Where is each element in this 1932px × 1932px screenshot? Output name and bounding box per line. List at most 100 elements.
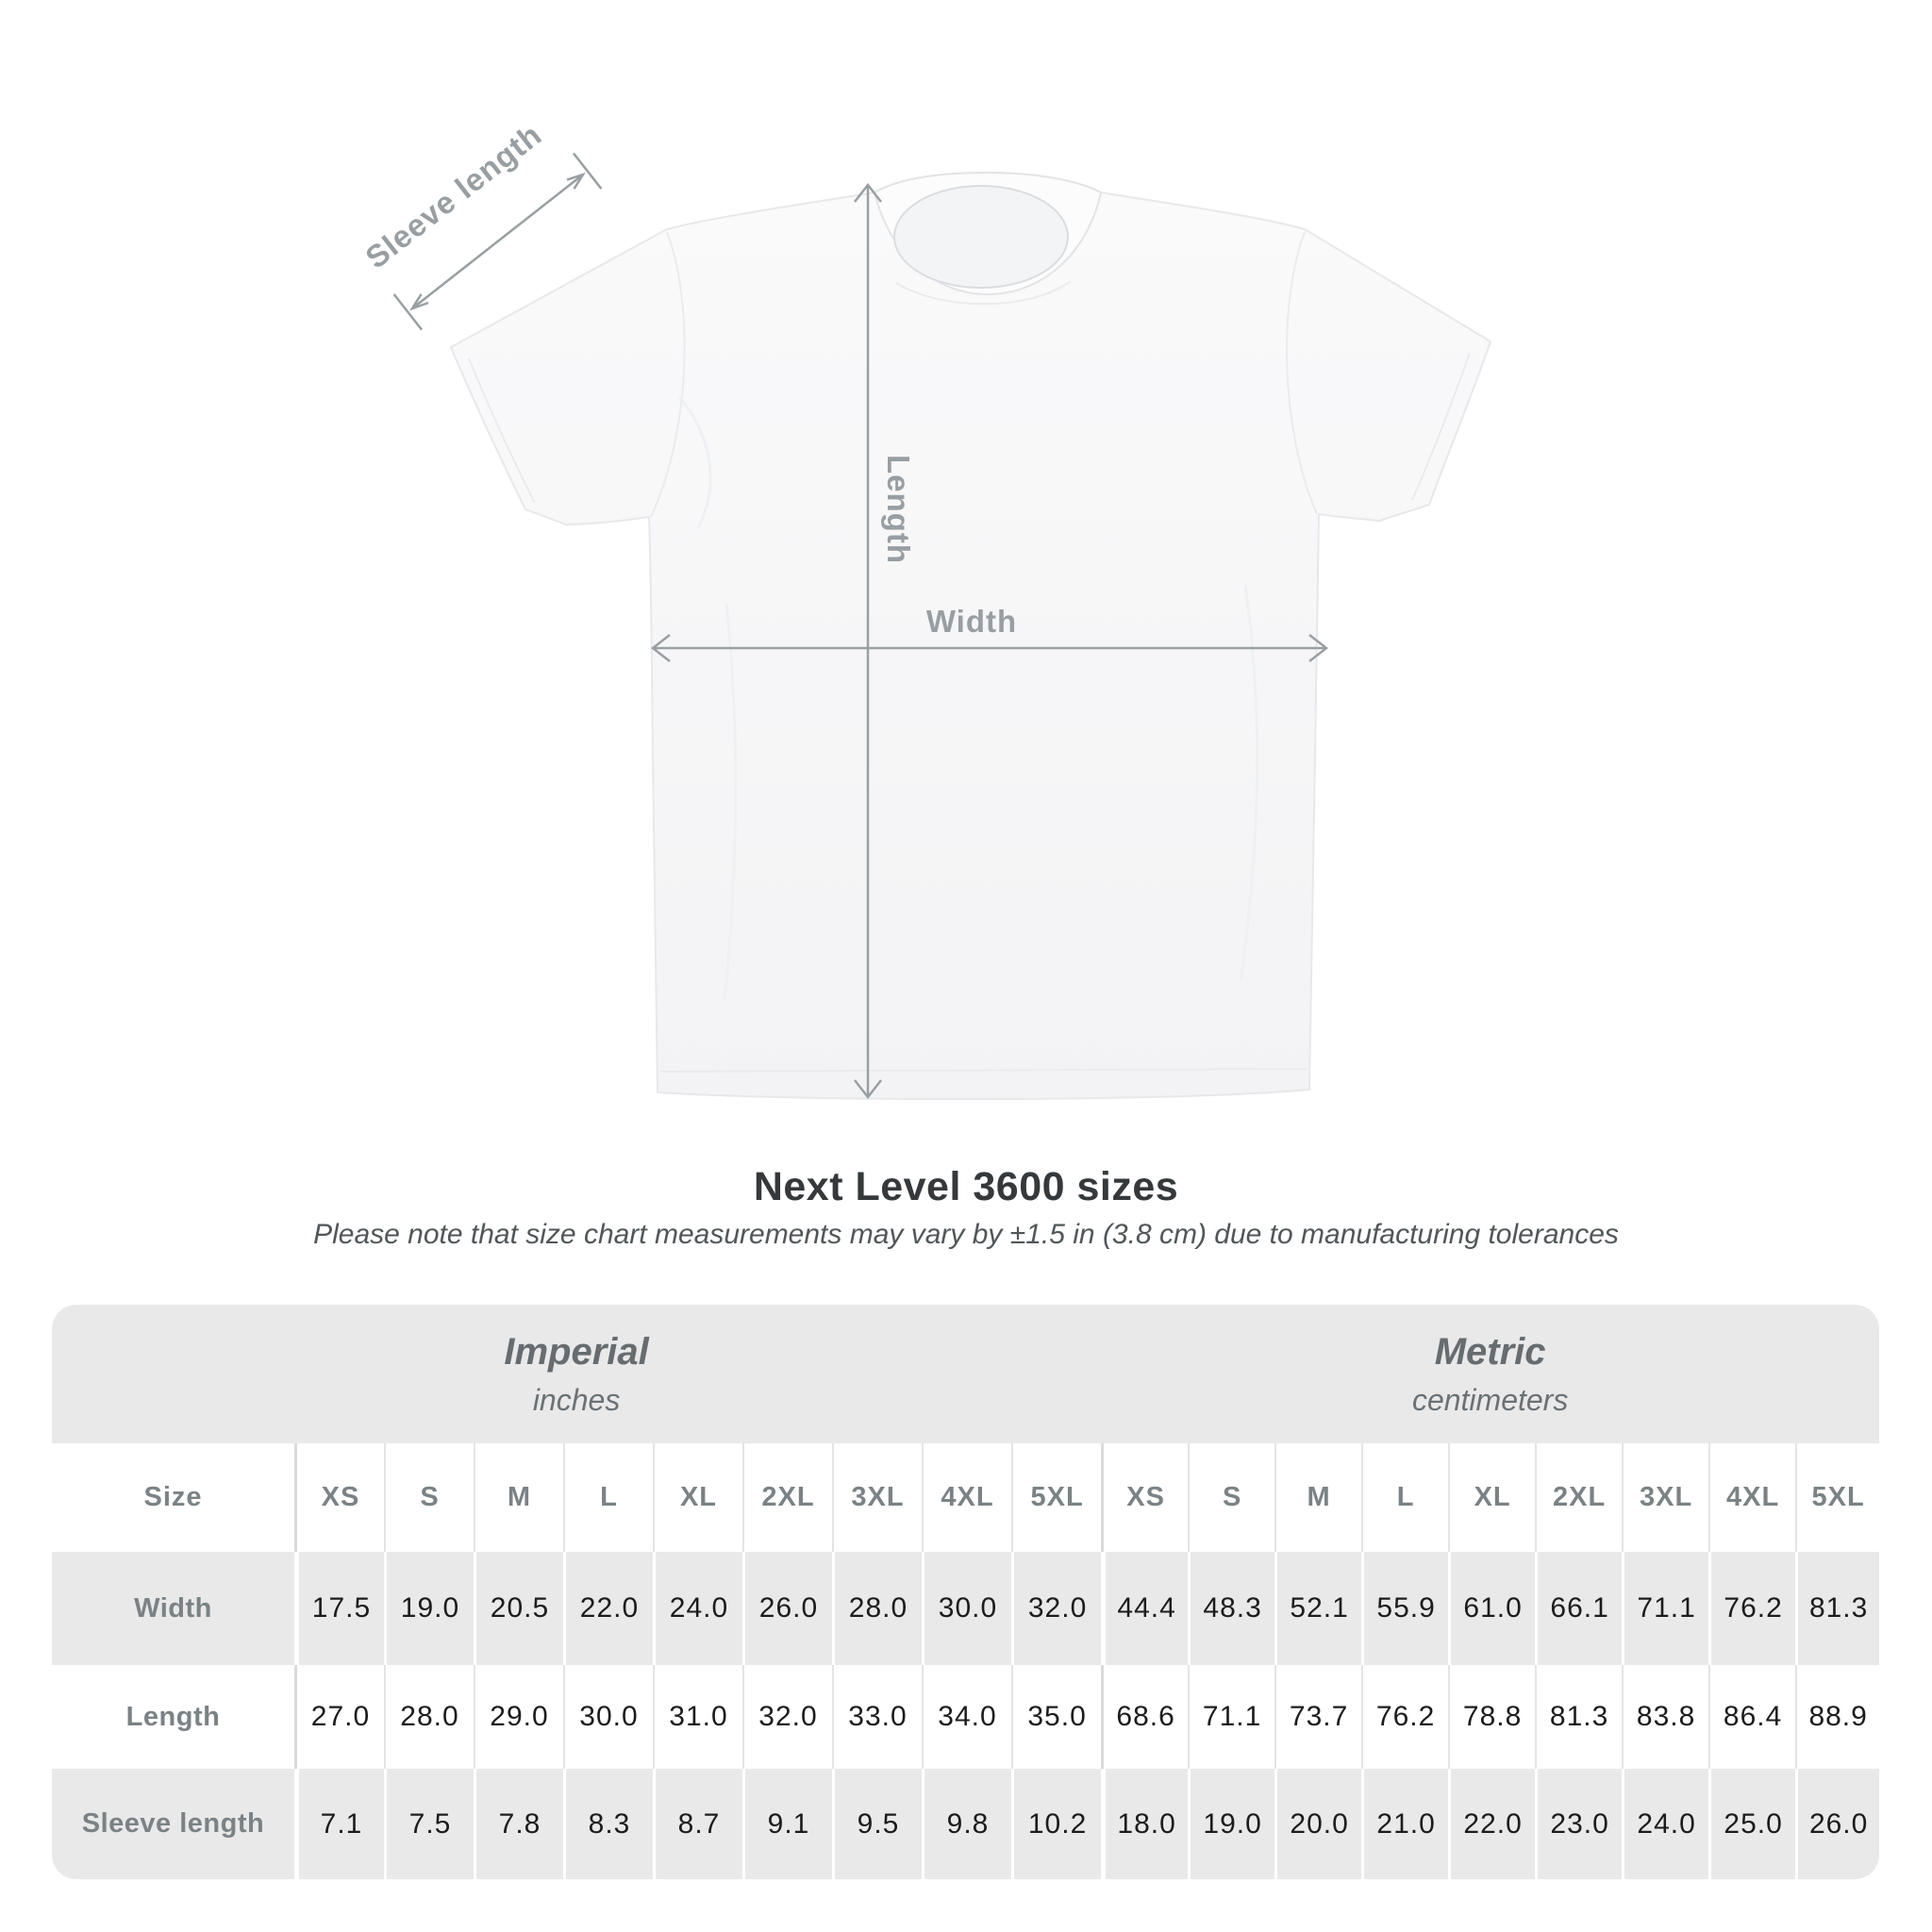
value-cell: 22.0 xyxy=(1448,1769,1536,1879)
value-cell: 17.5 xyxy=(294,1552,384,1665)
col-header-metric-m: M xyxy=(1274,1443,1362,1552)
value-cell: 76.2 xyxy=(1361,1665,1448,1769)
value-cell: 68.6 xyxy=(1101,1665,1188,1769)
value-cell: 9.5 xyxy=(832,1769,922,1879)
value-cell: 29.0 xyxy=(474,1665,563,1769)
unit-group-metric: Metric centimeters xyxy=(1101,1305,1879,1443)
length-arrow xyxy=(854,182,882,1100)
row-label-length: Length xyxy=(125,1701,221,1732)
table-row-sleeve-length: Sleeve length 7.1 7.5 7.8 8.3 8.7 9.1 9.… xyxy=(52,1769,1879,1879)
value-cell: 33.0 xyxy=(832,1665,922,1769)
value-cell: 7.5 xyxy=(384,1769,474,1879)
col-header-imperial-s: S xyxy=(384,1443,474,1552)
size-table-grid: Imperial inches Metric centimeters Size … xyxy=(52,1305,1879,1879)
value-cell: 73.7 xyxy=(1274,1665,1361,1769)
value-cell: 34.0 xyxy=(922,1665,1011,1769)
imperial-name: Imperial xyxy=(504,1330,649,1373)
value-cell: 28.0 xyxy=(832,1552,922,1665)
row-label-width: Width xyxy=(52,1552,294,1665)
value-cell: 31.0 xyxy=(653,1665,742,1769)
value-cell: 71.1 xyxy=(1622,1552,1709,1665)
sleeve-length-arrow xyxy=(392,152,603,331)
tshirt-diagram: Sleeve length Length Width xyxy=(358,117,1491,1101)
value-cell: 30.0 xyxy=(563,1665,653,1769)
col-header-metric-3xl: 3XL xyxy=(1622,1443,1709,1552)
value-cell: 66.1 xyxy=(1535,1552,1623,1665)
value-cell: 30.0 xyxy=(922,1552,1011,1665)
value-cell: 25.0 xyxy=(1708,1769,1796,1879)
unit-band-row: Imperial inches Metric centimeters xyxy=(52,1305,1879,1443)
value-cell: 20.5 xyxy=(474,1552,563,1665)
value-cell: 19.0 xyxy=(384,1552,474,1665)
value-cell: 76.2 xyxy=(1708,1552,1796,1665)
col-header-imperial-xs: XS xyxy=(294,1443,384,1552)
page-title: Next Level 3600 sizes xyxy=(753,1164,1179,1209)
value-cell: 19.0 xyxy=(1188,1769,1275,1879)
value-cell: 10.2 xyxy=(1011,1769,1102,1879)
row-label-sleeve-length: Sleeve length xyxy=(52,1769,294,1879)
value-cell: 32.0 xyxy=(742,1665,832,1769)
col-header-metric-l: L xyxy=(1361,1443,1449,1552)
metric-unit: centimeters xyxy=(1411,1382,1569,1417)
value-cell: 35.0 xyxy=(1011,1665,1101,1769)
col-header-imperial-xl: XL xyxy=(653,1443,742,1552)
value-cell: 18.0 xyxy=(1101,1769,1189,1879)
sleeve-length-label: Sleeve length xyxy=(358,117,548,275)
value-cell: 24.0 xyxy=(1622,1769,1709,1879)
table-row-width: Width 17.5 19.0 20.5 22.0 24.0 26.0 28.0… xyxy=(52,1552,1879,1665)
col-header-imperial-l: L xyxy=(563,1443,653,1552)
col-header-metric-xl: XL xyxy=(1448,1443,1536,1552)
imperial-unit: inches xyxy=(532,1382,621,1417)
value-cell: 9.1 xyxy=(742,1769,832,1879)
value-cell: 26.0 xyxy=(1795,1769,1879,1879)
value-cell: 22.0 xyxy=(563,1552,653,1665)
value-cell: 26.0 xyxy=(742,1552,832,1665)
value-cell: 78.8 xyxy=(1448,1665,1535,1769)
value-cell: 7.1 xyxy=(294,1769,384,1879)
col-header-metric-2xl: 2XL xyxy=(1535,1443,1623,1552)
value-cell: 83.8 xyxy=(1622,1665,1708,1769)
width-arrow xyxy=(650,634,1329,662)
value-cell: 71.1 xyxy=(1188,1665,1274,1769)
col-header-imperial-4xl: 4XL xyxy=(922,1443,1011,1552)
neckline xyxy=(893,185,1069,289)
tshirt-illustration xyxy=(450,171,1491,1101)
value-cell: 9.8 xyxy=(922,1769,1011,1879)
col-header-size: Size xyxy=(52,1443,294,1552)
value-cell: 88.9 xyxy=(1795,1665,1879,1769)
col-header-imperial-m: M xyxy=(474,1443,563,1552)
col-header-metric-xs: XS xyxy=(1101,1443,1189,1552)
value-cell: 32.0 xyxy=(1011,1552,1102,1665)
col-header-metric-5xl: 5XL xyxy=(1795,1443,1879,1552)
col-header-imperial-3xl: 3XL xyxy=(832,1443,922,1552)
metric-name: Metric xyxy=(1434,1330,1546,1373)
value-cell: 81.3 xyxy=(1535,1665,1622,1769)
value-cell: 81.3 xyxy=(1795,1552,1879,1665)
tolerance-note: Please note that size chart measurements… xyxy=(313,1219,1619,1250)
col-header-imperial-5xl: 5XL xyxy=(1011,1443,1102,1552)
value-cell: 20.0 xyxy=(1274,1769,1362,1879)
col-header-metric-4xl: 4XL xyxy=(1708,1443,1796,1552)
col-header-imperial-2xl: 2XL xyxy=(742,1443,832,1552)
value-cell: 61.0 xyxy=(1448,1552,1536,1665)
value-cell: 8.3 xyxy=(563,1769,653,1879)
size-header-row: Size XS S M L XL 2XL 3XL 4XL 5XL XS S M … xyxy=(52,1443,1879,1552)
length-label: Length xyxy=(881,455,916,564)
unit-group-imperial: Imperial inches xyxy=(52,1305,1102,1443)
size-table: Imperial inches Metric centimeters Size … xyxy=(52,1305,1879,1879)
value-cell: 55.9 xyxy=(1361,1552,1449,1665)
col-header-metric-s: S xyxy=(1188,1443,1275,1552)
table-row-length: Length 27.0 28.0 29.0 30.0 31.0 32.0 33.… xyxy=(52,1665,1879,1769)
value-cell: 23.0 xyxy=(1535,1769,1623,1879)
value-cell: 44.4 xyxy=(1101,1552,1189,1665)
value-cell: 28.0 xyxy=(384,1665,474,1769)
value-cell: 86.4 xyxy=(1708,1665,1795,1769)
value-cell: 48.3 xyxy=(1188,1552,1275,1665)
value-cell: 27.0 xyxy=(294,1665,384,1769)
value-cell: 24.0 xyxy=(653,1552,742,1665)
value-cell: 7.8 xyxy=(474,1769,563,1879)
width-label: Width xyxy=(926,604,1017,639)
value-cell: 21.0 xyxy=(1361,1769,1449,1879)
value-cell: 52.1 xyxy=(1274,1552,1362,1665)
